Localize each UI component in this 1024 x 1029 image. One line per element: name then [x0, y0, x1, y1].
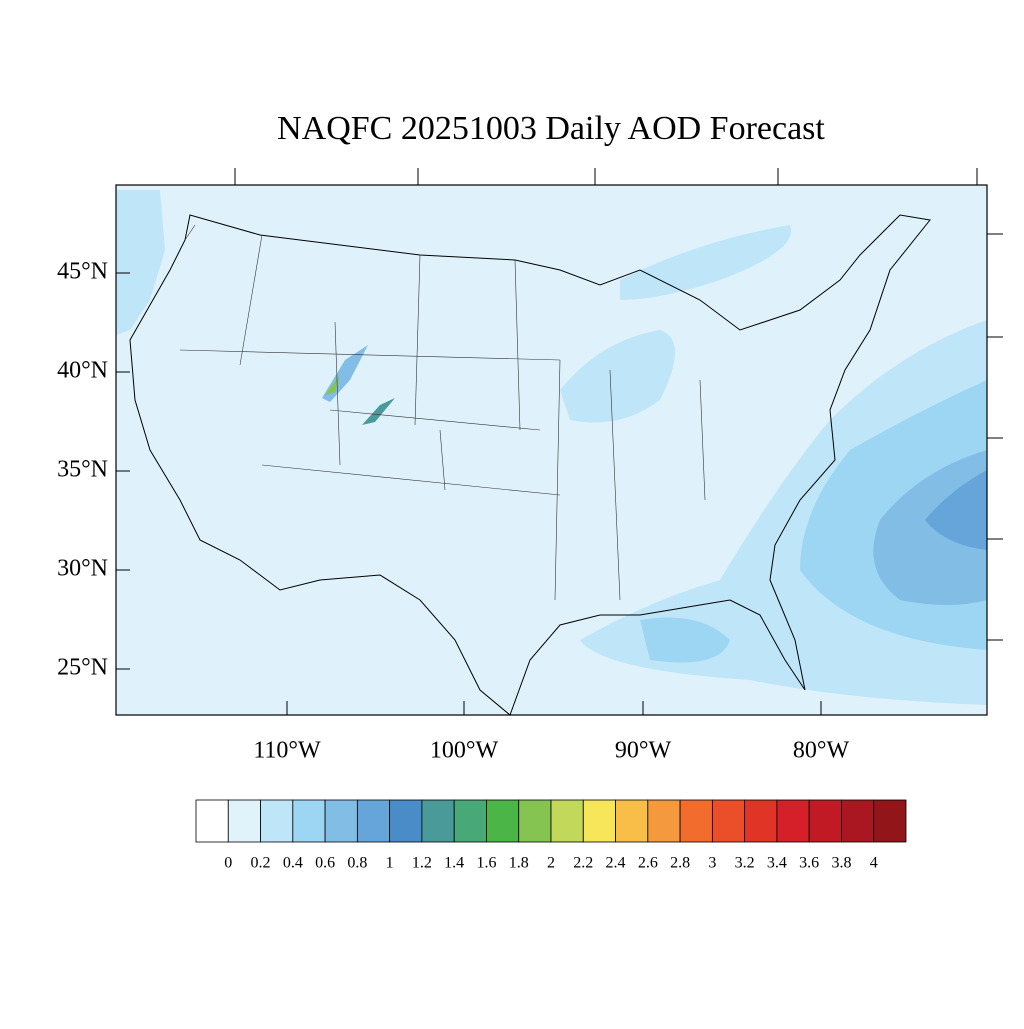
colorbar-box [356, 799, 391, 843]
lat-label: 40°N [57, 358, 108, 384]
lat-label: 35°N [57, 457, 108, 483]
colorbar-box [389, 799, 423, 843]
aod-region [116, 190, 165, 335]
colorbar-box [615, 799, 649, 843]
colorbar-label: 2.4 [606, 855, 626, 872]
map-frame [115, 184, 988, 716]
colorbar-label: 4 [870, 855, 878, 872]
lon-label: 100°W [430, 738, 499, 764]
colorbar-label: 1.4 [444, 855, 464, 872]
lat-label: 25°N [57, 655, 108, 681]
colorbar-box [744, 799, 778, 843]
colorbar-box [711, 799, 746, 843]
colorbar-box [679, 799, 713, 843]
colorbar-label: 0.6 [315, 855, 335, 872]
colorbar-box [324, 799, 358, 843]
lon-label: 80°W [793, 738, 850, 764]
colorbar-box [582, 799, 616, 843]
colorbar-box [453, 799, 487, 843]
colorbar-label: 0.8 [347, 855, 367, 872]
map [115, 184, 988, 716]
colorbar-label: 2.6 [638, 855, 658, 872]
colorbar-box [776, 799, 810, 843]
aod-region [560, 330, 675, 423]
colorbar: 0 0.2 0.4 0.6 0.8 1 1.2 1.4 1.6 1.8 2 2.2 2.4 2.6 2.8 3… [195, 799, 907, 872]
colorbar-label: 1.8 [509, 855, 529, 872]
colorbar-label: 2.8 [670, 855, 690, 872]
colorbar-label: 0.2 [251, 855, 271, 872]
colorbar-box [227, 799, 261, 843]
colorbar-label: 3.8 [831, 855, 851, 872]
colorbar-box [292, 799, 326, 843]
colorbar-label: 1 [386, 855, 394, 872]
colorbar-label: 0 [224, 855, 232, 872]
aod-region [640, 617, 730, 663]
colorbar-box [808, 799, 842, 843]
colorbar-box [841, 799, 875, 843]
coastline [129, 214, 931, 716]
colorbar-label: 3.2 [735, 855, 755, 872]
map-ticks: 45°N 40°N 35°N 30°N 25°N 110°W 100°W 90°W 80°W [57, 168, 1003, 764]
colorbar-label: 0.4 [283, 855, 303, 872]
colorbar-box [260, 799, 294, 843]
colorbar-box [550, 799, 584, 843]
colorbar-box [486, 799, 520, 843]
lon-label: 90°W [615, 738, 672, 764]
colorbar-label: 2.2 [573, 855, 593, 872]
lat-label: 30°N [57, 556, 108, 582]
title: NAQFC 20251003 Daily AOD Forecast [277, 110, 825, 147]
colorbar-box [518, 799, 552, 843]
colorbar-label: 1.6 [476, 855, 496, 872]
smoke-plume [362, 398, 395, 425]
colorbar-box [421, 799, 455, 843]
colorbar-label: 3.4 [767, 855, 787, 872]
colorbar-label: 3 [708, 855, 716, 872]
colorbar-box [647, 799, 681, 843]
lon-label: 110°W [253, 738, 321, 764]
colorbar-label: 1.2 [412, 855, 432, 872]
state-borders [179, 224, 706, 601]
aod-region [925, 470, 987, 550]
smoke-plume [325, 375, 340, 395]
colorbar-box [873, 799, 907, 843]
colorbar-label: 3.6 [799, 855, 819, 872]
colorbar-box [195, 799, 229, 843]
lat-label: 45°N [57, 259, 108, 285]
colorbar-label: 2 [547, 855, 555, 872]
